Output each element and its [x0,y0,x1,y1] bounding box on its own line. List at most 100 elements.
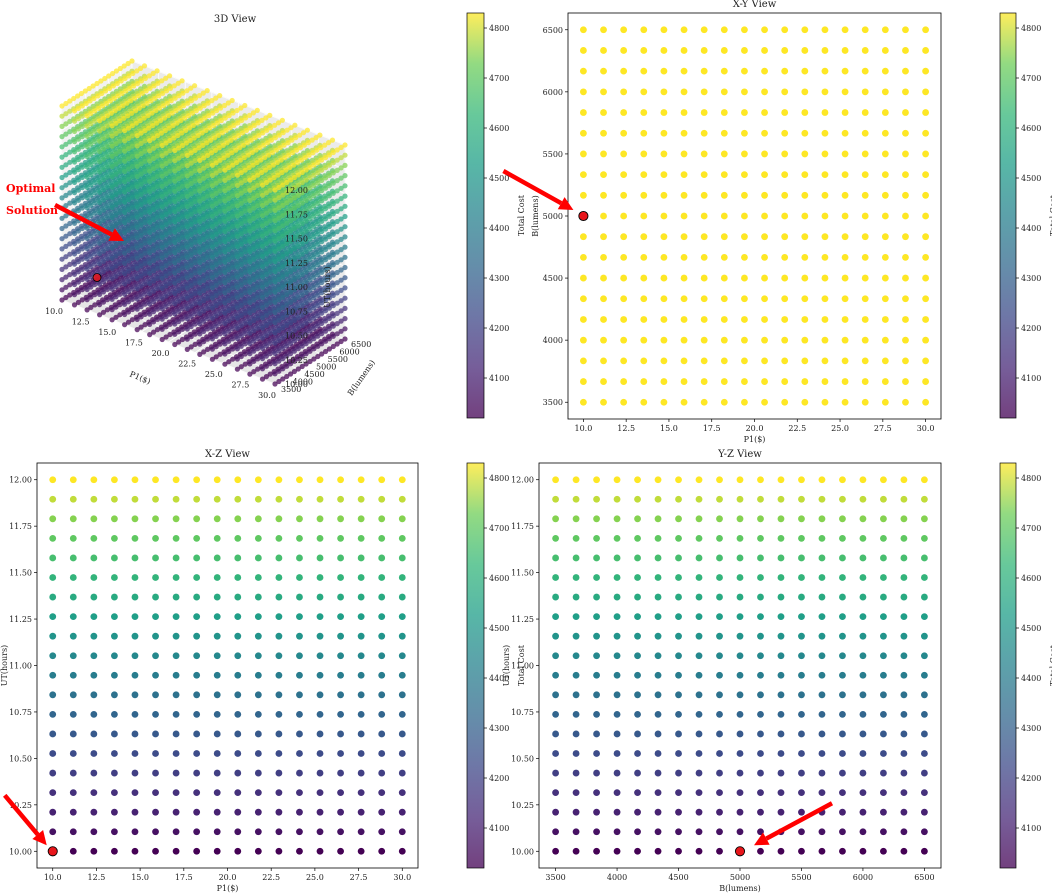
data-point [259,117,265,123]
data-point [338,338,344,345]
data-point [334,331,340,337]
data-point [322,142,328,148]
data-point [342,295,348,301]
data-point [330,252,336,258]
data-point [334,208,340,214]
data-point [338,247,344,253]
data-point [334,218,340,225]
data-point [192,83,198,89]
data-point [134,68,140,74]
data-point [279,117,285,123]
data-point [175,80,181,86]
data-point [267,112,273,118]
data-point [334,290,340,296]
data-point [342,254,348,260]
data-point [338,257,344,263]
data-point [141,63,148,69]
data-point [330,272,336,278]
data-point [330,180,336,186]
data-point [330,303,336,309]
data-point [342,264,348,271]
data-point [272,122,278,128]
data-point [330,241,336,247]
data-point [330,333,336,339]
data-point [255,120,261,126]
data-point [318,145,324,151]
data-point [342,213,348,220]
data-point [171,83,177,89]
data-point [317,132,323,138]
data-point [338,318,344,324]
data-point [330,343,336,350]
data-point [338,206,344,212]
data-point [338,298,344,304]
data-point [338,175,344,181]
data-point [330,262,336,268]
data-point [288,125,294,131]
data-point [304,127,310,133]
data-point [188,85,194,91]
data-point [334,188,340,194]
data-point [342,183,348,189]
data-point [342,203,348,209]
data-point [330,190,336,196]
data-point [313,135,319,141]
data-point [250,110,256,116]
data-point [338,165,344,171]
data-point [334,178,340,184]
data-point [338,277,344,283]
data-point [300,130,307,136]
data-point [184,88,190,94]
data-point [221,102,228,109]
data-point [138,65,144,71]
data-point [242,102,248,109]
data-point [229,97,235,104]
data-point [342,326,348,332]
panel-3d-view: 3D View10.012.515.017.520.022.525.027.53… [6,14,377,400]
data-point [218,105,224,111]
data-point [342,234,348,240]
data-point [338,308,344,314]
data-point [334,321,340,327]
data-point [246,112,253,118]
data-point [150,70,156,76]
data-point [334,280,340,286]
data-point [334,249,340,255]
data-point [338,236,344,242]
data-point [334,259,340,265]
data-point [330,211,336,217]
data-point [154,68,160,74]
data-point [129,58,135,64]
data-point [342,193,348,199]
data-point [130,70,136,76]
data-point [309,137,315,143]
data-point [338,267,344,273]
data-point [142,75,148,81]
data-point [334,269,340,276]
data-point [146,73,152,79]
data-point [330,221,336,227]
data-point [180,90,186,96]
data-point [338,328,344,334]
data-point [330,231,336,237]
data-point [338,226,344,232]
data-point [330,201,336,207]
data-point [330,292,336,298]
data-point [329,137,336,143]
data-point [334,198,340,204]
data-point [338,287,344,293]
data-point [167,73,173,79]
data-point [334,167,340,173]
data-point [292,122,298,128]
data-point [155,80,161,86]
data-point [225,100,231,106]
data-point [338,196,344,202]
chart-title: 3D View [214,14,257,25]
data-point [284,127,290,133]
data-point [338,185,344,191]
data-point [230,110,236,116]
data-point [334,157,340,163]
data-point [330,313,336,319]
data-point [342,224,348,230]
